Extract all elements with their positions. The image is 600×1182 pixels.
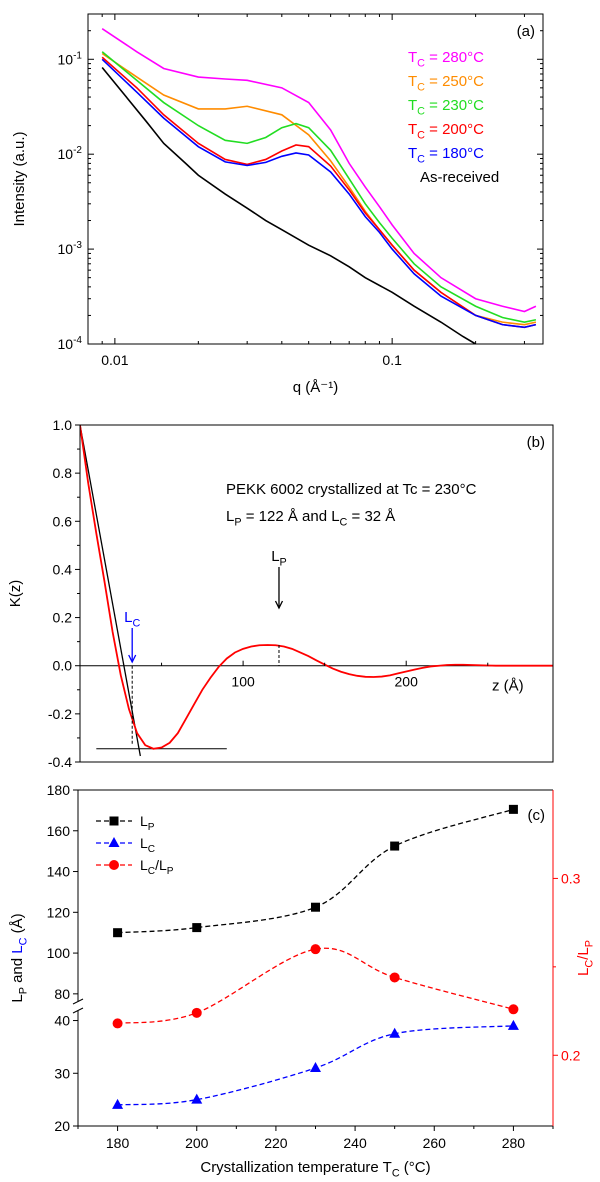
y-tick-label-a: 10-4 bbox=[58, 335, 83, 352]
data-point-lc-0 bbox=[112, 1098, 124, 1109]
panel-c-long-periods: 80 100 120 140 160 180 20 30 40 0.2 0.3 180 200 220 24… bbox=[9, 782, 596, 1180]
series-line-1 bbox=[101, 52, 537, 326]
legend-item-a-4: TC = 180°C bbox=[408, 145, 484, 166]
plot-frame-a bbox=[87, 13, 544, 345]
data-point-lp-0 bbox=[113, 928, 123, 938]
y-axis-label-a: Intensity (a.u.) bbox=[11, 131, 28, 226]
legend-item-a-3: TC = 200°C bbox=[408, 121, 484, 142]
y-tick-label-b: -0.2 bbox=[48, 706, 72, 722]
y-axis-label-b: K(z) bbox=[7, 580, 24, 608]
marker-label-1: LP bbox=[271, 548, 287, 569]
x-tick-label-c: 220 bbox=[264, 1135, 288, 1151]
y-tick-label-upper: 80 bbox=[54, 986, 70, 1002]
y-tick-label-b: 0.8 bbox=[53, 465, 73, 481]
legend-label-c-2: LC/LP bbox=[140, 857, 174, 877]
y-tick-label-upper: 160 bbox=[47, 823, 71, 839]
x-tick-label-c: 280 bbox=[502, 1135, 526, 1151]
legend-marker-c-1 bbox=[108, 837, 120, 847]
y-tick-label-b: 0.4 bbox=[53, 561, 73, 577]
series-line-2 bbox=[101, 51, 537, 323]
axis-break-mark-1 bbox=[72, 998, 84, 1005]
legend-marker-c-2 bbox=[109, 860, 119, 870]
y2-tick-label: 0.3 bbox=[561, 870, 581, 886]
data-point-ratio-4 bbox=[508, 1004, 519, 1015]
series-line-4 bbox=[101, 58, 537, 329]
y-tick-label-lower: 20 bbox=[54, 1118, 70, 1134]
series-line-5 bbox=[101, 66, 477, 344]
x-tick-label-c: 240 bbox=[343, 1135, 367, 1151]
y-tick-label-upper: 120 bbox=[47, 904, 71, 920]
data-point-ratio-2 bbox=[310, 944, 321, 955]
data-point-ratio-1 bbox=[191, 1007, 202, 1018]
y-tick-label-b: 1.0 bbox=[53, 417, 73, 433]
series-line-3 bbox=[101, 56, 537, 329]
panel-b-correlation-function: LC LP -0.4 -0.2 0.0 0.2 0.4 0.6 0.8 1.0 100 200 z (Å… bbox=[7, 417, 554, 770]
marker-label-0: LC bbox=[124, 609, 140, 630]
y-tick-label-b: -0.4 bbox=[48, 754, 72, 770]
legend-label-c-0: LP bbox=[140, 813, 155, 833]
data-point-ratio-3 bbox=[389, 972, 400, 983]
legend-item-a-1: TC = 250°C bbox=[408, 73, 484, 94]
y-axis-label-c: LP and LC (Å) bbox=[9, 913, 30, 1002]
axis-break-mark-2 bbox=[72, 1007, 84, 1014]
legend-item-a-5: As-received bbox=[420, 169, 499, 186]
legend-item-a-2: TC = 230°C bbox=[408, 97, 484, 118]
y-tick-label-b: 0.0 bbox=[53, 658, 73, 674]
x-tick-label-c: 260 bbox=[423, 1135, 447, 1151]
series-line-0 bbox=[101, 28, 537, 313]
y-tick-label-a: 10-1 bbox=[58, 50, 83, 67]
data-point-lp-4 bbox=[508, 804, 518, 814]
legend-label-c-1: LC bbox=[140, 835, 155, 855]
series-line-c-2 bbox=[117, 947, 514, 1025]
x-tick-label-b: 200 bbox=[395, 674, 419, 690]
marker-arrowhead-1 bbox=[274, 600, 284, 610]
y-tick-label-b: 0.6 bbox=[53, 513, 73, 529]
y-tick-label-b: 0.2 bbox=[53, 610, 73, 626]
x-tick-label-a: 0.01 bbox=[101, 352, 128, 368]
correlation-curve bbox=[80, 425, 553, 750]
x-axis-label-b: z (Å) bbox=[492, 678, 524, 695]
y-tick-label-lower: 40 bbox=[54, 1013, 70, 1029]
legend-marker-c-0 bbox=[109, 816, 119, 826]
x-tick-label-c: 200 bbox=[185, 1135, 209, 1151]
series-line-c-0 bbox=[117, 808, 514, 934]
y2-axis-label-c: LC/LP bbox=[575, 940, 596, 976]
data-point-lc-1 bbox=[191, 1093, 203, 1104]
y-tick-label-upper: 140 bbox=[47, 864, 71, 880]
y-tick-label-a: 10-2 bbox=[58, 145, 83, 162]
data-point-lp-3 bbox=[390, 841, 400, 851]
y2-tick-label: 0.2 bbox=[561, 1047, 581, 1063]
y-tick-label-upper: 100 bbox=[47, 945, 71, 961]
data-point-lp-2 bbox=[311, 902, 320, 912]
tangent-line bbox=[80, 425, 141, 757]
data-point-lc-2 bbox=[310, 1062, 321, 1072]
annotation-line-2: LP = 122 Å and LC = 32 Å bbox=[226, 508, 395, 529]
panel-label-b: (b) bbox=[527, 434, 545, 451]
y-tick-label-upper: 180 bbox=[47, 782, 71, 798]
marker-arrowhead-0 bbox=[128, 654, 137, 664]
x-axis-label-c: Crystallization temperature TC (°C) bbox=[200, 1159, 430, 1180]
y-tick-label-a: 10-3 bbox=[58, 240, 83, 257]
data-point-lp-1 bbox=[192, 923, 202, 933]
panel-label-c: (c) bbox=[528, 807, 546, 824]
plot-frame-b bbox=[79, 424, 554, 763]
panel-label-a: (a) bbox=[517, 23, 535, 40]
x-tick-label-a: 0.1 bbox=[382, 352, 402, 368]
y-tick-label-lower: 30 bbox=[54, 1065, 70, 1081]
annotation-line-1: PEKK 6002 crystallized at Tc = 230°C bbox=[226, 481, 477, 498]
legend-item-a-0: TC = 280°C bbox=[408, 49, 484, 70]
data-point-lc-3 bbox=[389, 1027, 401, 1038]
data-point-ratio-0 bbox=[112, 1018, 123, 1029]
x-axis-label-a: q (Å⁻¹) bbox=[293, 379, 338, 396]
x-tick-label-c: 180 bbox=[106, 1135, 130, 1151]
x-tick-label-b: 100 bbox=[231, 674, 255, 690]
panel-a-saxs-intensity: 0.01 0.1 10-4 10-3 10-2 10-1 q (Å⁻¹) Intensity … bbox=[11, 13, 544, 396]
data-point-lc-4 bbox=[507, 1019, 519, 1030]
